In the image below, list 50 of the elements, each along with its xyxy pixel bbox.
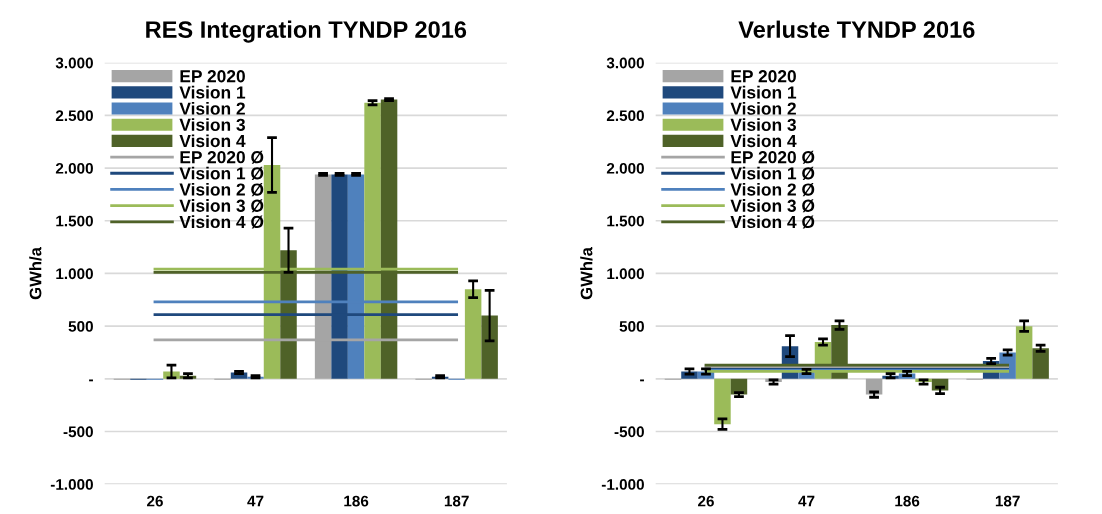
- x-tick-label: 187: [995, 495, 1020, 507]
- legend-label: Vision 3 Ø: [179, 199, 264, 213]
- legend-label: EP 2020 Ø: [731, 150, 815, 164]
- x-tick-label: 47: [247, 495, 264, 507]
- legend-label: EP 2020: [731, 70, 796, 83]
- y-tick-label: -500: [614, 426, 644, 438]
- legend-label: Vision 1: [179, 85, 246, 99]
- x-tick-label: 186: [344, 495, 369, 507]
- chart-title: RES Integration TYNDP 2016: [146, 20, 467, 43]
- legend-label: EP 2020 Ø: [180, 150, 264, 164]
- legend-label: Vision 1 Ø: [730, 166, 815, 180]
- legend-label: Vision 4 Ø: [730, 215, 815, 229]
- x-tick-label: 26: [698, 495, 714, 507]
- x-tick-label: 187: [444, 495, 469, 507]
- legend-label: Vision 3 Ø: [730, 199, 815, 213]
- legend-label: Vision 2: [730, 102, 796, 115]
- y-tick-label: -1.000: [601, 479, 644, 490]
- y-tick-label: 1.000: [56, 268, 93, 280]
- y-tick-label: 3.000: [606, 57, 644, 69]
- y-tick-label: 3.000: [55, 57, 93, 69]
- chart-title: Verluste TYNDP 2016: [738, 20, 975, 38]
- y-tick-label: -1.000: [50, 479, 93, 490]
- legend-label: Vision 3: [730, 118, 796, 131]
- y-tick-label: 1.000: [607, 268, 644, 280]
- legend-label: Vision 4: [179, 134, 246, 148]
- y-tick-label: -500: [63, 426, 93, 438]
- legend-label: Vision 2: [179, 102, 245, 115]
- legend-label: EP 2020: [180, 70, 245, 83]
- x-tick-label: 47: [798, 495, 815, 507]
- legend-label: Vision 1 Ø: [179, 166, 264, 180]
- x-tick-label: 26: [147, 495, 163, 507]
- y-tick-label: 2.500: [606, 110, 644, 122]
- y-tick-label: 2.500: [55, 110, 93, 122]
- y-tick-label: 500: [619, 321, 644, 332]
- x-tick-label: 186: [895, 495, 920, 507]
- legend-label: Vision 2 Ø: [179, 182, 264, 197]
- y-tick-label: 1.500: [607, 215, 644, 227]
- y-tick-label: 2.000: [606, 162, 644, 174]
- legend-label: Vision 4 Ø: [179, 215, 264, 229]
- y-tick-label: 500: [68, 321, 93, 332]
- y-axis-title: GWh/a: [29, 246, 42, 300]
- y-tick-label: 2.000: [55, 162, 93, 174]
- legend-label: Vision 4: [730, 134, 797, 148]
- y-tick-label: -: [640, 379, 644, 382]
- legend-label: Vision 1: [730, 85, 797, 99]
- legend-label: Vision 3: [179, 118, 245, 131]
- y-tick-label: -: [89, 379, 93, 382]
- y-axis-title: GWh/a: [580, 246, 593, 300]
- y-tick-label: 1.500: [56, 215, 93, 227]
- legend-label: Vision 2 Ø: [730, 182, 815, 197]
